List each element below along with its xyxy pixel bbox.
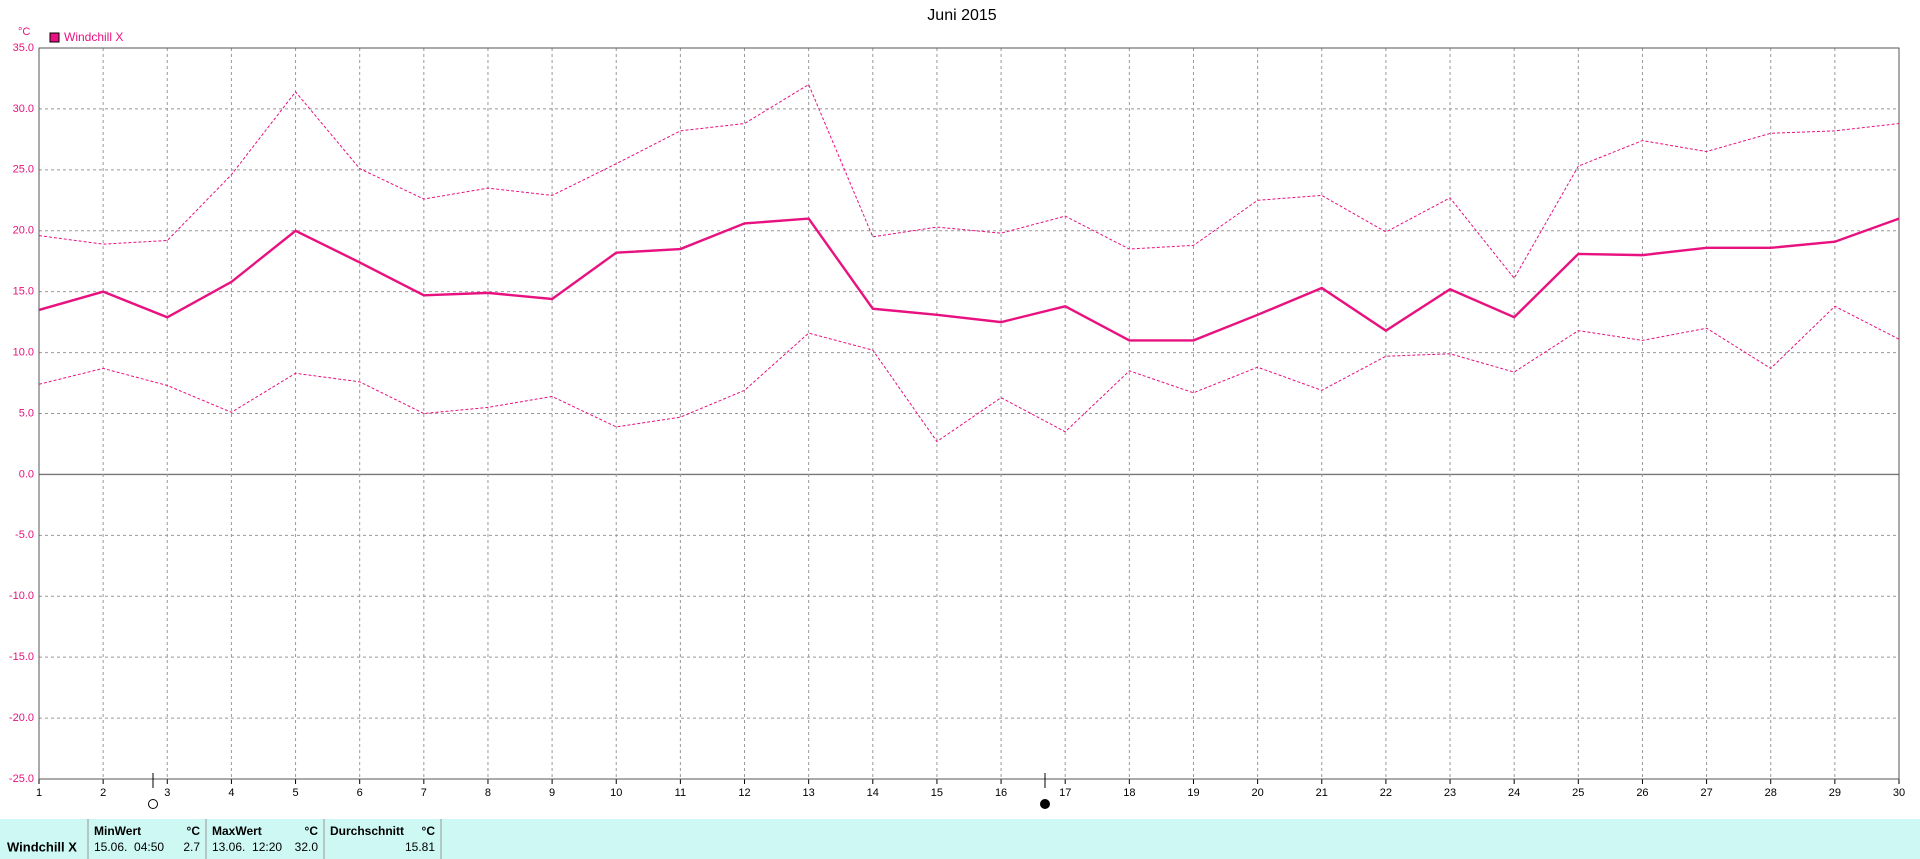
x-tick-label: 9 (549, 787, 555, 799)
x-tick-label: 24 (1508, 787, 1520, 799)
plot-area: -25.0 -20.0 -15.0 -10.0 -5.0 0.0 5.0 10.0 15.0 20… (9, 42, 1905, 799)
x-tick-label: 11 (675, 787, 686, 799)
x-tick-label: 26 (1636, 787, 1648, 799)
column-unit: °C (422, 824, 436, 838)
y-tick-label: 5.0 (19, 407, 34, 419)
x-tick-label: 28 (1765, 787, 1777, 799)
x-tick-label: 10 (610, 787, 622, 799)
x-tick-label: 12 (738, 787, 750, 799)
column-unit: °C (187, 824, 201, 838)
range-line (38, 83, 1900, 280)
column-header: MaxWert (212, 824, 262, 838)
y-tick-label: 15.0 (13, 286, 34, 298)
x-tick-label: 22 (1380, 787, 1392, 799)
y-tick-label: 0.0 (19, 468, 34, 480)
y-tick-label: 10.0 (13, 346, 34, 358)
stats-panel (0, 819, 1920, 859)
x-tick-label: 21 (1316, 787, 1328, 799)
x-tick-label: 20 (1251, 787, 1263, 799)
x-tick-label: 6 (357, 787, 363, 799)
y-tick-label: -20.0 (9, 712, 34, 724)
chart-title: Juni 2015 (927, 7, 996, 24)
legend-swatch (49, 32, 60, 43)
x-tick-label: 30 (1893, 787, 1905, 799)
x-tick-label: 8 (485, 787, 491, 799)
x-tick-label: 14 (867, 787, 879, 799)
y-tick-label: -15.0 (9, 651, 34, 663)
series-line (38, 217, 1900, 342)
x-tick-label: 15 (931, 787, 943, 799)
marker-icon (148, 799, 158, 809)
x-tick-label: 16 (995, 787, 1007, 799)
y-tick-label: 20.0 (13, 225, 34, 237)
x-tick-label: 13 (803, 787, 815, 799)
stats-table: Windchill X MinWert °C 15.06. 04:50 2.7 MaxW… (7, 819, 442, 859)
x-tick-label: 19 (1187, 787, 1199, 799)
x-tick-label: 29 (1829, 787, 1841, 799)
y-tick-label: -10.0 (9, 590, 34, 602)
marker-icon (1040, 799, 1050, 809)
x-tick-label: 4 (228, 787, 234, 799)
x-tick-label: 7 (421, 787, 427, 799)
range-line (38, 305, 1900, 443)
x-tick-label: 23 (1444, 787, 1456, 799)
y-tick-label: -5.0 (15, 529, 34, 541)
plot-frame (38, 47, 1900, 780)
x-tick-label: 18 (1123, 787, 1135, 799)
column-unit: °C (305, 824, 319, 838)
column-value: 32.0 (295, 840, 319, 854)
column-header: MinWert (94, 824, 141, 838)
y-tick-label: 25.0 (13, 164, 34, 176)
y-tick-label: -25.0 (9, 773, 34, 785)
legend-label: Windchill X (64, 30, 123, 44)
column-header: Durchschnitt (330, 824, 404, 838)
y-unit: °C (18, 26, 30, 38)
y-tick-label: 30.0 (13, 103, 34, 115)
x-tick-label: 3 (164, 787, 170, 799)
column-value: 15.81 (405, 840, 435, 854)
row-label: Windchill X (7, 839, 77, 854)
y-tick-label: 35.0 (13, 42, 34, 54)
x-tick-label: 1 (36, 787, 42, 799)
column-value: 2.7 (183, 840, 200, 854)
column-time: 15.06. 04:50 (94, 840, 164, 854)
x-tick-label: 27 (1700, 787, 1712, 799)
x-tick-label: 2 (100, 787, 106, 799)
x-tick-label: 17 (1059, 787, 1071, 799)
column-time: 13.06. 12:20 (212, 840, 282, 854)
x-tick-label: 25 (1572, 787, 1584, 799)
x-tick-label: 5 (292, 787, 298, 799)
